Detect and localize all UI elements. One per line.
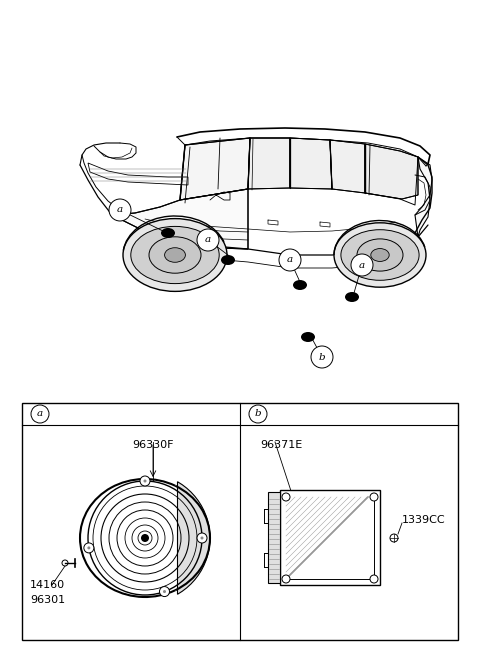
Ellipse shape	[301, 332, 315, 342]
Text: a: a	[37, 409, 43, 419]
Circle shape	[109, 199, 131, 221]
Text: 96330F: 96330F	[132, 440, 174, 450]
Circle shape	[87, 546, 90, 550]
Ellipse shape	[357, 239, 403, 271]
Circle shape	[249, 405, 267, 423]
Circle shape	[31, 405, 49, 423]
Circle shape	[141, 534, 149, 542]
Bar	[22, 403, 458, 640]
Circle shape	[370, 493, 378, 501]
Text: b: b	[319, 352, 325, 362]
Ellipse shape	[293, 280, 307, 290]
Text: a: a	[287, 255, 293, 265]
Circle shape	[282, 575, 290, 583]
Circle shape	[370, 575, 378, 583]
Polygon shape	[248, 138, 290, 189]
Circle shape	[144, 479, 146, 483]
Polygon shape	[178, 481, 210, 594]
Circle shape	[279, 249, 301, 271]
Bar	[268, 492, 280, 583]
Ellipse shape	[161, 228, 175, 238]
Circle shape	[197, 533, 207, 543]
Text: 96301: 96301	[30, 595, 65, 605]
Circle shape	[311, 346, 333, 368]
Ellipse shape	[123, 219, 227, 291]
Polygon shape	[365, 144, 418, 199]
Circle shape	[84, 543, 94, 553]
Ellipse shape	[371, 248, 389, 261]
Circle shape	[140, 476, 150, 486]
Text: a: a	[117, 206, 123, 214]
Text: 96371E: 96371E	[260, 440, 302, 450]
Bar	[280, 490, 380, 585]
Text: b: b	[255, 409, 261, 419]
Polygon shape	[112, 189, 248, 249]
Ellipse shape	[131, 227, 219, 284]
Text: 1339CC: 1339CC	[402, 515, 445, 525]
Polygon shape	[415, 157, 432, 237]
Bar	[286, 496, 374, 579]
Text: 14160: 14160	[30, 580, 65, 590]
Polygon shape	[330, 140, 365, 193]
Circle shape	[282, 493, 290, 501]
Circle shape	[201, 536, 204, 540]
Text: a: a	[359, 261, 365, 269]
Polygon shape	[290, 138, 332, 189]
Ellipse shape	[341, 230, 419, 280]
Circle shape	[163, 590, 166, 593]
Circle shape	[197, 229, 219, 251]
Ellipse shape	[221, 255, 235, 265]
Circle shape	[159, 587, 169, 597]
Text: a: a	[205, 236, 211, 244]
Polygon shape	[180, 138, 250, 200]
Circle shape	[390, 534, 398, 542]
Ellipse shape	[334, 223, 426, 287]
Ellipse shape	[149, 237, 201, 273]
Circle shape	[351, 254, 373, 276]
Bar	[286, 496, 374, 579]
Ellipse shape	[345, 292, 359, 302]
Ellipse shape	[165, 248, 185, 262]
